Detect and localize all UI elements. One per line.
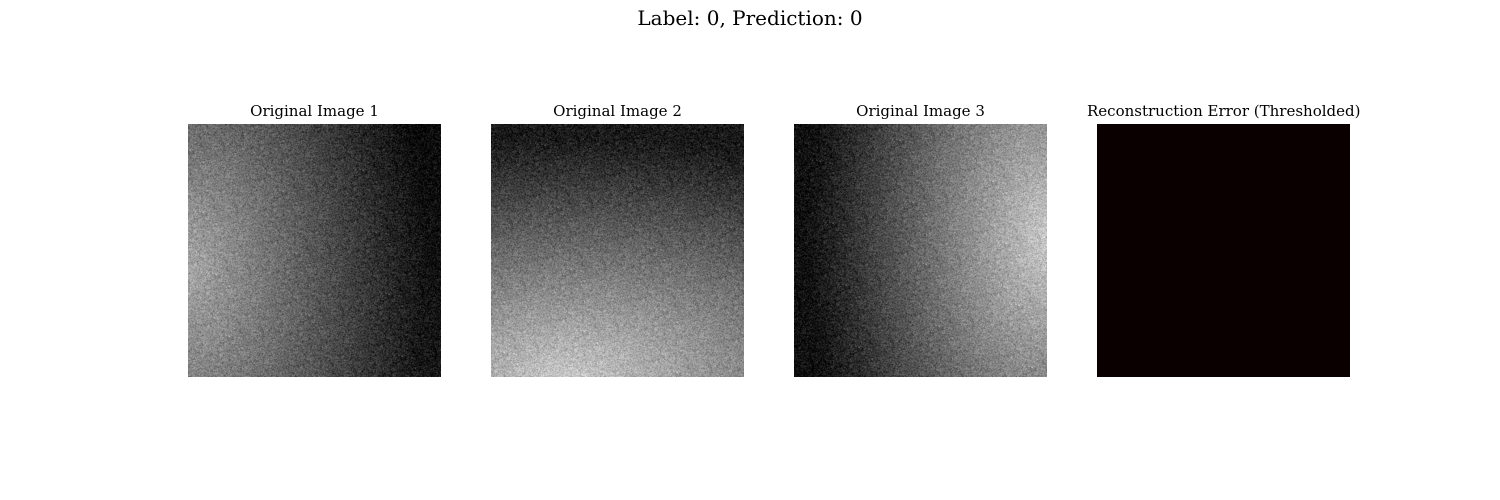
original-image-1-panel: Original Image 1 — [188, 100, 441, 377]
original-image-2-title: Original Image 2 — [553, 102, 682, 120]
original-image-1-canvas — [188, 124, 441, 377]
original-image-2-canvas — [491, 124, 744, 377]
original-image-1 — [188, 124, 441, 377]
figure-title: Label: 0, Prediction: 0 — [637, 6, 863, 30]
original-image-3-canvas — [794, 124, 1047, 377]
original-image-3-panel: Original Image 3 — [794, 100, 1047, 377]
reconstruction-error-image — [1097, 124, 1350, 377]
original-image-2 — [491, 124, 744, 377]
original-image-1-title: Original Image 1 — [250, 102, 379, 120]
reconstruction-error-map — [1097, 124, 1350, 377]
original-image-2-panel: Original Image 2 — [491, 100, 744, 377]
original-image-3 — [794, 124, 1047, 377]
reconstruction-error-panel: Reconstruction Error (Thresholded) — [1087, 100, 1360, 377]
reconstruction-error-title: Reconstruction Error (Thresholded) — [1087, 102, 1361, 120]
original-image-3-title: Original Image 3 — [856, 102, 985, 120]
